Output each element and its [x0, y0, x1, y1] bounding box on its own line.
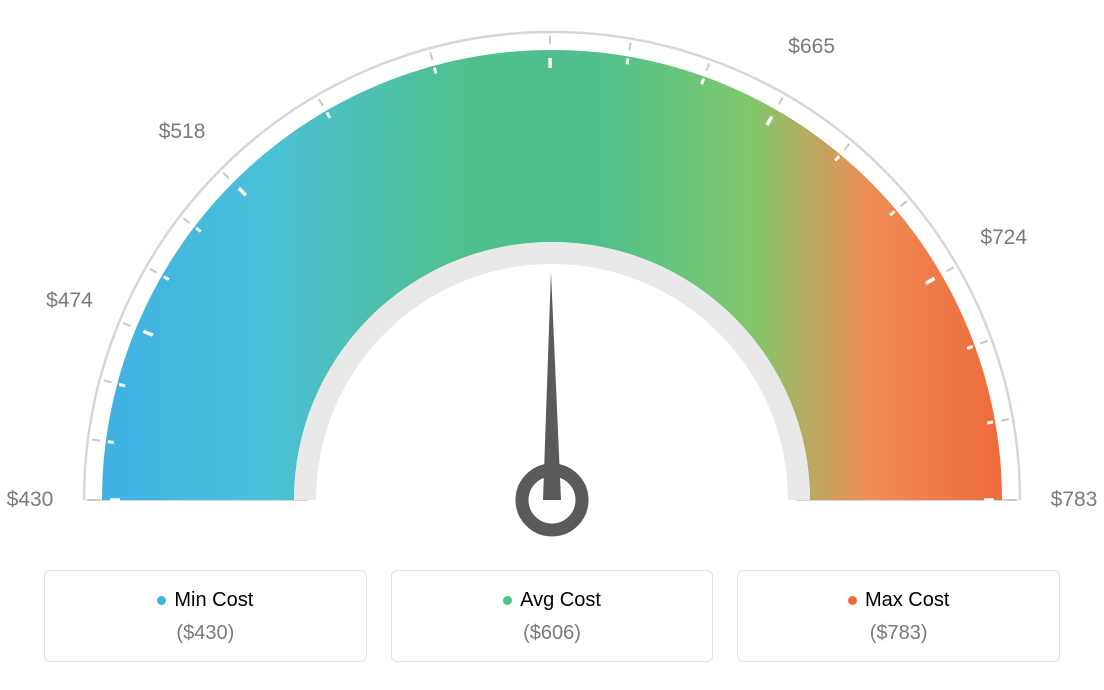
legend-row: Min Cost ($430) Avg Cost ($606) Max Cost…	[0, 570, 1104, 662]
cost-gauge: $430$474$518$606$665$724$783	[0, 0, 1104, 560]
gauge-tick-label: $665	[788, 35, 835, 59]
legend-dot-min-icon	[157, 596, 166, 605]
gauge-svg	[0, 0, 1104, 560]
legend-dot-max-icon	[848, 596, 857, 605]
legend-box-avg: Avg Cost ($606)	[391, 570, 714, 662]
gauge-tick-label: $783	[1051, 488, 1098, 512]
legend-label-min: Min Cost	[174, 589, 253, 612]
legend-title-min: Min Cost	[157, 589, 253, 612]
legend-value-min: ($430)	[55, 622, 356, 645]
legend-box-max: Max Cost ($783)	[737, 570, 1060, 662]
legend-title-max: Max Cost	[848, 589, 949, 612]
legend-dot-avg-icon	[503, 596, 512, 605]
legend-label-avg: Avg Cost	[520, 589, 601, 612]
legend-title-avg: Avg Cost	[503, 589, 601, 612]
gauge-tick-label: $430	[7, 488, 54, 512]
gauge-tick-label: $518	[159, 120, 206, 144]
legend-label-max: Max Cost	[865, 589, 949, 612]
legend-value-max: ($783)	[748, 622, 1049, 645]
gauge-tick-label: $474	[46, 289, 93, 313]
gauge-tick-label: $724	[980, 226, 1027, 250]
legend-value-avg: ($606)	[402, 622, 703, 645]
legend-box-min: Min Cost ($430)	[44, 570, 367, 662]
